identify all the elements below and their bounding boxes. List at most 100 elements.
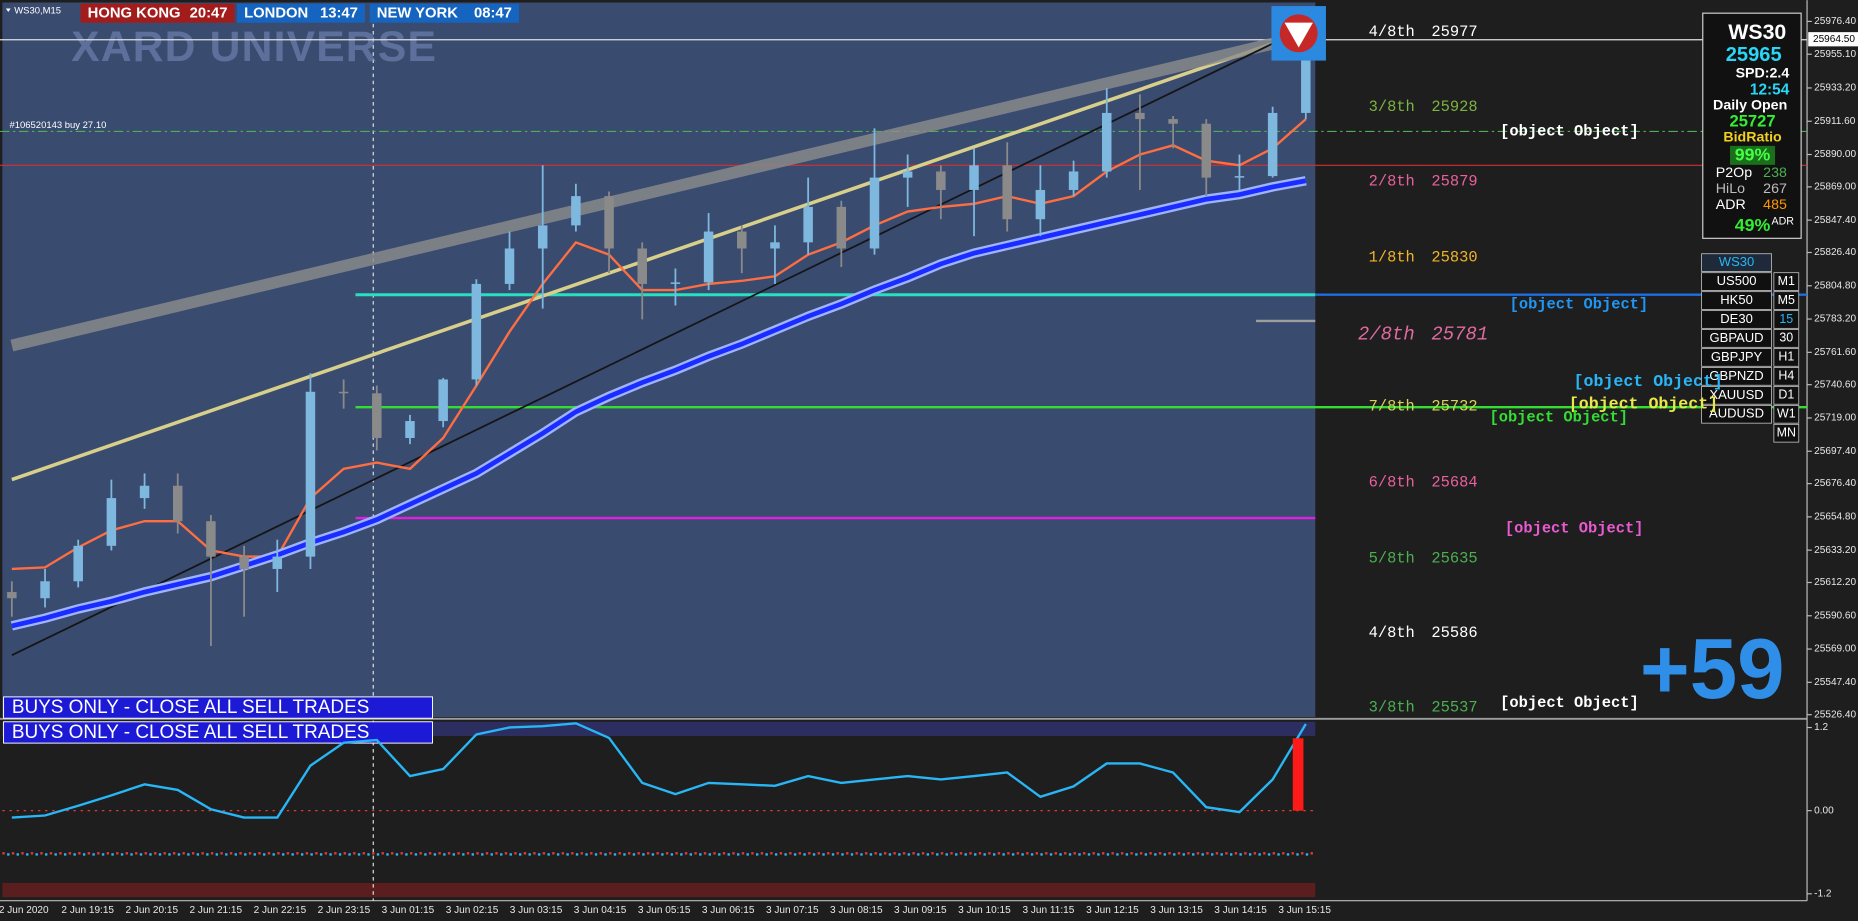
symbol-button-label[interactable]: GBPJPY — [1711, 349, 1763, 364]
info-row-label: ADR — [1716, 197, 1746, 213]
timeframe-button[interactable] — [1773, 386, 1800, 405]
symbol-button[interactable] — [1701, 386, 1772, 405]
symbol-button[interactable] — [1701, 367, 1772, 386]
clock-time: 13:47 — [320, 6, 358, 22]
candle-body — [1301, 38, 1311, 113]
x-tick-label: 2 Jun 23:15 — [318, 905, 371, 916]
candle-body — [869, 177, 880, 249]
info-adr-label: ADR — [1771, 216, 1794, 228]
x-tick-label: 2 Jun 22:15 — [254, 905, 307, 916]
info-row-value: 267 — [1763, 181, 1787, 197]
clock-city: HONG KONG — [88, 6, 181, 22]
timeframe-button-label[interactable]: 30 — [1779, 331, 1793, 345]
clock-time: 08:47 — [474, 6, 512, 22]
timeframe-button-label[interactable]: M1 — [1778, 274, 1795, 288]
symbol-button[interactable] — [1701, 404, 1772, 424]
info-daily-open: 25727 — [1729, 112, 1775, 131]
info-adr-pct: 49% — [1735, 215, 1771, 235]
candle-body — [936, 171, 946, 190]
info-spread: SPD:2.4 — [1736, 65, 1790, 81]
timeframe-button-label[interactable]: H1 — [1778, 350, 1794, 364]
candle-body — [604, 196, 614, 249]
timeframe-button[interactable] — [1773, 423, 1800, 443]
info-row-label: HiLo — [1716, 181, 1745, 197]
candle-body — [1201, 123, 1212, 178]
symbol-button-label[interactable]: GBPAUD — [1710, 330, 1764, 345]
candle-body — [305, 391, 316, 557]
level-label: 2/8th — [1369, 173, 1415, 191]
symbol-button[interactable] — [1701, 329, 1772, 348]
y-tick-label: 25590.60 — [1814, 610, 1856, 621]
level-label: 4/8th — [1369, 624, 1415, 642]
info-panel — [1702, 12, 1802, 239]
y-tick-label: 25761.60 — [1814, 347, 1856, 358]
candle-body — [703, 231, 714, 283]
clock-time: 20:47 — [190, 6, 228, 22]
candle-body — [139, 485, 150, 499]
trendline — [10, 37, 1275, 352]
timeframe-button-label[interactable]: 15 — [1779, 312, 1793, 326]
candle-body — [405, 421, 415, 438]
symbol-button-label[interactable]: DE30 — [1720, 311, 1753, 326]
symbol-button[interactable] — [1701, 291, 1772, 310]
candle-body — [1168, 119, 1178, 124]
info-symbol: WS30 — [1728, 20, 1786, 44]
info-daily-open-label: Daily Open — [1713, 97, 1787, 113]
info-rows: P2Op 238 HiLo 267 ADR 485 — [1716, 165, 1787, 213]
x-tick-label: 3 Jun 03:15 — [510, 905, 563, 916]
y-tick-label: 25955.10 — [1814, 49, 1856, 60]
y-tick-label: 25783.20 — [1814, 314, 1856, 325]
timeframe-button[interactable] — [1773, 367, 1800, 386]
level-price: 25537 — [1431, 699, 1477, 717]
timeframe-button[interactable] — [1773, 329, 1800, 348]
timeframe-button[interactable] — [1773, 348, 1800, 367]
annotation: [object Object] — [1569, 395, 1718, 414]
level-label: 2/8th — [1358, 323, 1415, 345]
timeframe-button[interactable] — [1773, 272, 1800, 291]
symbol-button-label[interactable]: WS30 — [1719, 254, 1754, 269]
timeframe-button-label[interactable]: M5 — [1778, 293, 1795, 307]
symbol-button[interactable] — [1701, 310, 1772, 329]
candle-body — [73, 545, 83, 582]
y-tick-label: 25847.40 — [1814, 215, 1856, 226]
clock-box — [236, 3, 365, 23]
candle-body — [1102, 112, 1112, 172]
candle-body — [537, 225, 548, 249]
annotation: [object Object] — [1505, 520, 1644, 538]
clock-city: LONDON — [244, 6, 308, 22]
price-marker-text: 25964.50 — [1813, 34, 1855, 45]
symbol-button-label[interactable]: XAUUSD — [1709, 387, 1763, 402]
symbol-button-label[interactable]: US500 — [1717, 273, 1757, 288]
timeframe-button[interactable] — [1773, 291, 1800, 310]
y-tick-label: 25869.00 — [1814, 182, 1856, 193]
y-tick-label: 25676.40 — [1814, 478, 1856, 489]
x-tick-label: 3 Jun 07:15 — [766, 905, 819, 916]
symbol-button[interactable] — [1701, 253, 1772, 272]
level-price: 25977 — [1431, 23, 1477, 41]
symbol-button[interactable] — [1701, 272, 1772, 291]
timeframe-button-label[interactable]: MN — [1777, 426, 1796, 440]
candle-body — [471, 283, 482, 380]
clock-city: NEW YORK — [377, 6, 458, 22]
level-label: 1/8th — [1369, 248, 1415, 266]
timeframe-button[interactable] — [1773, 404, 1800, 424]
y-tick-label: 25826.40 — [1814, 247, 1856, 258]
watermark: XARD UNIVERSE — [71, 23, 437, 71]
timeframe-button[interactable] — [1773, 310, 1800, 329]
timeframe-button-label[interactable]: W1 — [1777, 407, 1796, 421]
ma-line — [11, 178, 1307, 629]
y-tick-label: 25569.00 — [1814, 644, 1856, 655]
candle-body — [670, 282, 681, 284]
symbol-button-label[interactable]: HK50 — [1720, 292, 1753, 307]
symbol-button-label[interactable]: AUDUSD — [1709, 406, 1764, 421]
symbol-button-label[interactable]: GBPNZD — [1709, 368, 1763, 383]
x-tick-label: 3 Jun 04:15 — [574, 905, 627, 916]
x-tick-label: 3 Jun 09:15 — [894, 905, 947, 916]
symbol-button[interactable] — [1701, 348, 1772, 367]
candle-body — [1068, 171, 1079, 190]
info-timer: 12:54 — [1750, 81, 1790, 98]
timeframe-button-label[interactable]: D1 — [1778, 388, 1794, 402]
timeframe-button-label[interactable]: H4 — [1778, 369, 1794, 383]
y-tick-label: 25933.20 — [1814, 83, 1856, 94]
order-label: #106520143 buy 27.10 — [9, 120, 106, 131]
